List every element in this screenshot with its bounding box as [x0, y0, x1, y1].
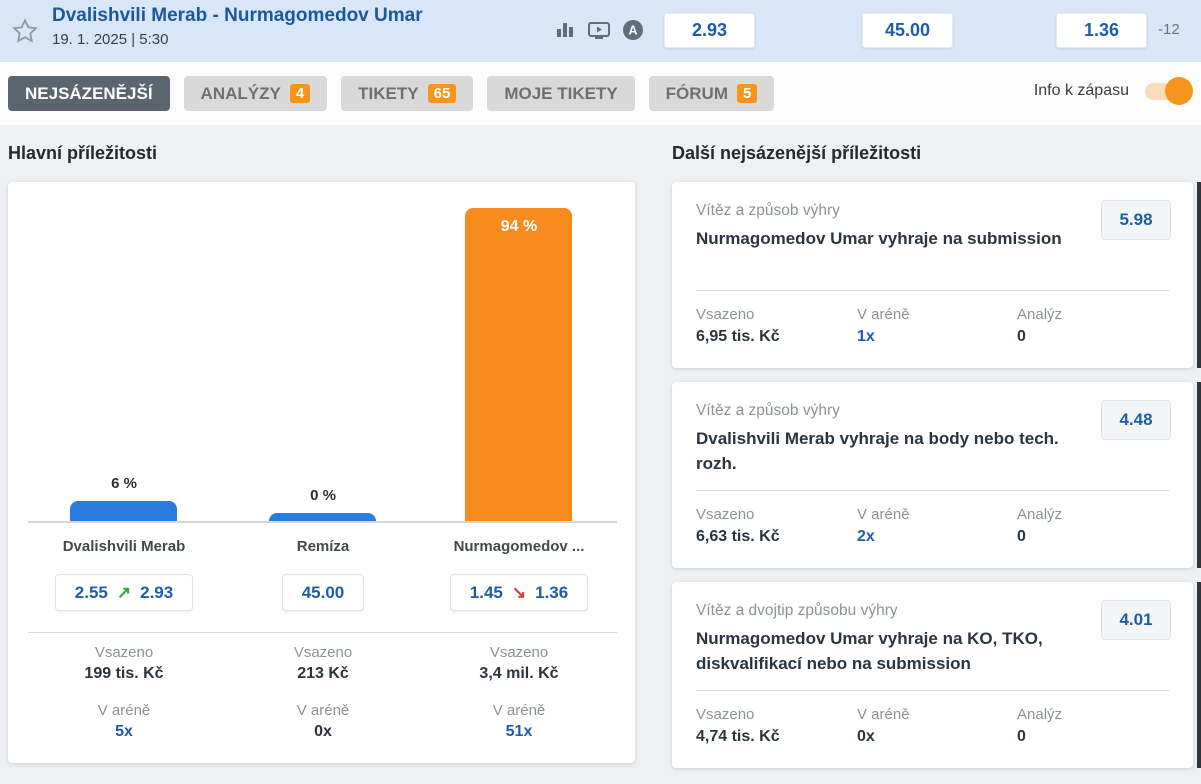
bar-percent-label: 6 % — [111, 475, 137, 492]
probability-bar-chart: 6 % 0 % 94 % — [8, 182, 635, 521]
info-toggle-label: Info k zápasu — [1033, 82, 1129, 99]
clipped-edge-element — [1197, 382, 1201, 568]
selection-name: Nurmagomedov Umar vyhraje na submission — [696, 229, 1062, 248]
stake-value-draw: 213 Kč — [297, 665, 349, 682]
clipped-edge-element — [1197, 582, 1201, 768]
analyses-count: 0 — [1017, 528, 1026, 545]
odds-up-icon — [117, 583, 131, 603]
stake-label: Vsazeno — [696, 506, 755, 523]
analyses-label: Analýz — [1017, 506, 1063, 523]
tab-badge: 5 — [737, 84, 758, 103]
stake-label: Vsazeno — [94, 644, 154, 661]
market-name: Vítěz a způsob výhry — [696, 202, 840, 219]
tab-analyzy[interactable]: ANALÝZY 4 — [183, 76, 328, 111]
tab-badge: 65 — [427, 84, 457, 103]
match-datetime: 19. 1. 2025 | 5:30 — [52, 31, 169, 48]
arena-count: 0x — [857, 728, 875, 745]
header-odd-home[interactable]: 2.93 — [664, 13, 755, 48]
match-title: Dvalishvili Merab - Nurmagomedov Umar — [52, 5, 423, 26]
category-label-home: Dvalishvili Merab — [62, 538, 186, 555]
stake-label: Vsazeno — [696, 306, 755, 323]
selection-name: Nurmagomedov Umar vyhraje na KO, TKO, di… — [696, 629, 1043, 673]
stats-divider — [28, 632, 617, 633]
odds-current: 2.93 — [140, 582, 174, 602]
tab-moje-tikety[interactable]: MOJE TIKETY — [487, 76, 635, 111]
right-section-heading: Další nejsázenější příležitosti — [672, 143, 922, 163]
match-header: Dvalishvili Merab - Nurmagomedov Umar 19… — [0, 0, 1201, 62]
arena-count[interactable]: 2x — [857, 528, 875, 545]
odds-current: 45.00 — [301, 582, 345, 602]
selection-name: Dvalishvili Merab vyhraje na body nebo t… — [696, 429, 1059, 473]
stake-value-away: 3,4 mil. Kč — [479, 665, 559, 682]
odds-current: 1.36 — [535, 582, 569, 602]
svg-text:A: A — [628, 24, 637, 38]
odds-open: 1.45 — [469, 582, 503, 602]
stake-value: 6,95 tis. Kč — [696, 328, 780, 345]
arena-label: V aréně — [857, 506, 910, 523]
market-name: Vítěz a dvojtip způsobu výhry — [696, 602, 898, 619]
chart-baseline — [28, 521, 617, 523]
info-toggle-switch[interactable] — [1145, 76, 1193, 105]
analyses-label: Analýz — [1017, 706, 1063, 723]
analyses-count: 0 — [1017, 728, 1026, 745]
card-divider — [696, 690, 1169, 691]
chart-bar-away — [465, 208, 572, 521]
bar-percent-label: 94 % — [500, 218, 538, 235]
odds-box-draw[interactable]: 45.00 — [281, 574, 365, 611]
arena-label: V aréně — [296, 702, 350, 719]
bet-card: Vítěz a způsob výhry Dvalishvili Merab v… — [672, 382, 1193, 568]
bet-card: Vítěz a způsob výhry Nurmagomedov Umar v… — [672, 182, 1193, 368]
card-divider — [696, 490, 1169, 491]
chart-bar-draw — [269, 513, 376, 521]
arena-label: V aréně — [97, 702, 151, 719]
chart-bar-home — [70, 501, 177, 521]
arena-label: V aréně — [857, 706, 910, 723]
arena-count-away[interactable]: 51x — [505, 723, 533, 740]
tab-forum[interactable]: FÓRUM 5 — [648, 76, 775, 111]
toggle-knob — [1165, 76, 1193, 105]
tab-tikety[interactable]: TIKETY 65 — [341, 76, 474, 111]
arena-count-draw: 0x — [314, 723, 332, 740]
tv-stream-icon[interactable] — [586, 18, 612, 42]
header-odd-draw[interactable]: 45.00 — [862, 13, 953, 48]
analysis-a-icon[interactable]: A — [621, 18, 645, 42]
odds-trend-indicator: -12 — [1158, 21, 1180, 38]
arena-label: V aréně — [857, 306, 910, 323]
odds-down-icon — [512, 583, 526, 603]
odds-button[interactable]: 4.48 — [1101, 400, 1171, 440]
card-divider — [696, 290, 1169, 291]
stake-label: Vsazeno — [696, 706, 755, 723]
market-name: Vítěz a způsob výhry — [696, 402, 840, 419]
odds-change-box-away[interactable]: 1.45 1.36 — [449, 574, 589, 611]
bet-card: Vítěz a dvojtip způsobu výhry Nurmagomed… — [672, 582, 1193, 768]
category-label-away: Nurmagomedov ... — [453, 538, 585, 555]
favorite-star-icon[interactable] — [11, 17, 39, 45]
odds-button[interactable]: 4.01 — [1101, 600, 1171, 640]
category-label-draw: Remíza — [296, 538, 350, 555]
stats-bars-icon[interactable] — [553, 18, 577, 42]
odds-button[interactable]: 5.98 — [1101, 200, 1171, 240]
bar-percent-label: 0 % — [310, 487, 336, 504]
stake-value: 4,74 tis. Kč — [696, 728, 780, 745]
stake-label: Vsazeno — [293, 644, 353, 661]
arena-label: V aréně — [492, 702, 546, 719]
clipped-edge-element — [1197, 182, 1201, 368]
tab-bar: NEJSÁZENĚJŠÍ ANALÝZY 4 TIKETY 65 MOJE TIKE… — [0, 62, 1201, 125]
analyses-count: 0 — [1017, 328, 1026, 345]
tab-badge: 4 — [289, 84, 311, 103]
stake-value-home: 199 tis. Kč — [84, 665, 164, 682]
left-section-heading: Hlavní příležitosti — [8, 143, 158, 163]
stake-value: 6,63 tis. Kč — [696, 528, 780, 545]
arena-count-home[interactable]: 5x — [115, 723, 133, 740]
main-opportunities-card: 6 % 0 % 94 % Dvalishvili Merab Remíza Nu… — [8, 182, 635, 763]
arena-count[interactable]: 1x — [857, 328, 875, 345]
analyses-label: Analýz — [1017, 306, 1063, 323]
odds-open: 2.55 — [74, 582, 108, 602]
tab-nejsazenejsi[interactable]: NEJSÁZENĚJŠÍ — [8, 76, 170, 111]
header-icon-group: A — [553, 18, 645, 42]
odds-change-box-home[interactable]: 2.55 2.93 — [54, 574, 194, 611]
stake-label: Vsazeno — [489, 644, 549, 661]
header-odd-away[interactable]: 1.36 — [1056, 13, 1147, 48]
